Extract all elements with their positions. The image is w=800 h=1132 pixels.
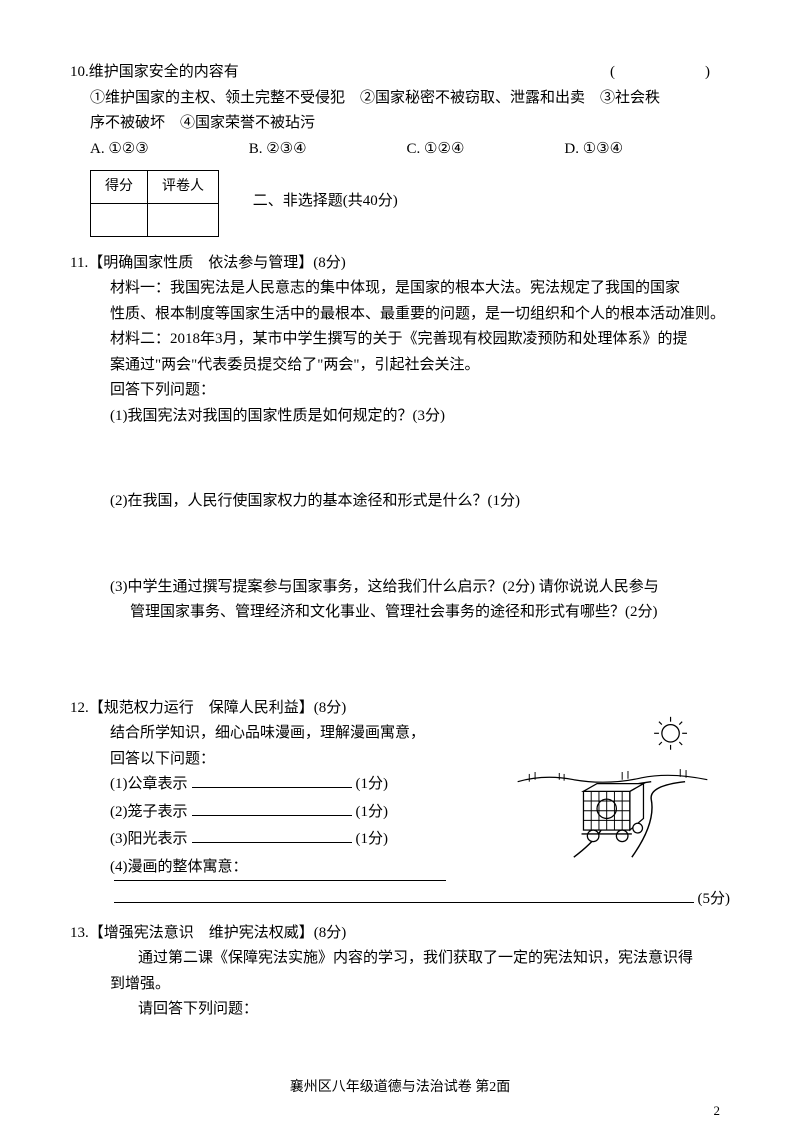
q11-sub1: (1)我国宪法对我国的国家性质是如何规定的？(3分) <box>110 404 730 430</box>
q12-sub2-label: (2)笼子表示 <box>110 800 188 826</box>
q12-sub1-blank[interactable] <box>192 787 352 788</box>
q11-material2-b: 案通过"两会"代表委员提交给了"两会"，引起社会关注。 <box>110 353 730 379</box>
section-2-title: 二、非选择题(共40分) <box>253 189 398 215</box>
page-number: 2 <box>714 1100 721 1122</box>
q10-answer-blank[interactable]: ( ) <box>610 60 730 86</box>
q12-sub1: (1)公章表示 (1分) <box>110 772 450 798</box>
score-table-score-header: 得分 <box>91 171 148 204</box>
q12-sub1-points: (1分) <box>356 772 389 798</box>
q12-sub4-points: (5分) <box>698 887 731 913</box>
q13-line2: 到增强。 <box>110 972 730 998</box>
score-table-score-cell[interactable] <box>91 203 148 236</box>
q12-sub2: (2)笼子表示 (1分) <box>110 800 450 826</box>
score-table-grader-header: 评卷人 <box>148 171 219 204</box>
q10-number: 10. <box>70 64 89 80</box>
score-table-grader-cell[interactable] <box>148 203 219 236</box>
q12-sub4-line2: (5分) <box>70 887 730 913</box>
cartoon-illustration <box>515 712 710 862</box>
question-11: 11.【明确国家性质 依法参与管理】(8分) 材料一：我国宪法是人民意志的集中体… <box>70 251 730 626</box>
q12-sub3: (3)阳光表示 (1分) <box>110 827 450 853</box>
score-table: 得分 评卷人 <box>90 170 219 237</box>
section-2-header-row: 得分 评卷人 二、非选择题(共40分) <box>70 162 730 241</box>
q12-sub2-points: (1分) <box>356 800 389 826</box>
q12-sub3-label: (3)阳光表示 <box>110 827 188 853</box>
page-footer: 襄州区八年级道德与法治试卷 第2面 <box>0 1076 800 1100</box>
q13-ask: 请回答下列问题： <box>110 997 730 1023</box>
q10-choice-d[interactable]: D. ①③④ <box>564 137 623 163</box>
q10-options-line2: 序不被破坏 ④国家荣誉不被玷污 <box>70 111 730 137</box>
q11-title: 11.【明确国家性质 依法参与管理】(8分) <box>70 251 730 277</box>
question-10: 10.维护国家安全的内容有 ( ) ①维护国家的主权、领土完整不受侵犯 ②国家秘… <box>70 60 730 162</box>
q12-intro1: 结合所学知识，细心品味漫画，理解漫画寓意， <box>110 721 450 747</box>
q10-options-line1: ①维护国家的主权、领土完整不受侵犯 ②国家秘密不被窃取、泄露和出卖 ③社会秩 <box>70 86 730 112</box>
q11-sub3b: 管理国家事务、管理经济和文化事业、管理社会事务的途径和形式有哪些？(2分) <box>110 600 730 626</box>
q11-sub2: (2)在我国，人民行使国家权力的基本途径和形式是什么？(1分) <box>110 489 730 515</box>
q10-choice-a[interactable]: A. ①②③ <box>90 137 149 163</box>
q12-sub4-blank1[interactable] <box>114 880 446 881</box>
q12-sub4-blank2[interactable] <box>114 902 694 903</box>
q12-sub4-label: (4)漫画的整体寓意： <box>110 855 450 881</box>
q10-choices: A. ①②③ B. ②③④ C. ①②④ D. ①③④ <box>70 137 730 163</box>
q10-choice-b[interactable]: B. ②③④ <box>249 137 307 163</box>
q12-sub3-blank[interactable] <box>192 842 352 843</box>
q13-line1: 通过第二课《保障宪法实施》内容的学习，我们获取了一定的宪法知识，宪法意识得 <box>110 946 730 972</box>
q11-material1-a: 材料一：我国宪法是人民意志的集中体现，是国家的根本大法。宪法规定了我国的国家 <box>110 276 730 302</box>
q10-stem: 维护国家安全的内容有 <box>89 64 239 80</box>
q13-title: 13.【增强宪法意识 维护宪法权威】(8分) <box>70 921 730 947</box>
q11-ask: 回答下列问题： <box>110 378 730 404</box>
q11-material1-b: 性质、根本制度等国家生活中的最根本、最重要的问题，是一切组织和个人的根本活动准则… <box>110 302 730 328</box>
q12-intro2: 回答以下问题： <box>110 747 450 773</box>
question-13: 13.【增强宪法意识 维护宪法权威】(8分) 通过第二课《保障宪法实施》内容的学… <box>70 921 730 1023</box>
q12-sub2-blank[interactable] <box>192 815 352 816</box>
q12-sub3-points: (1分) <box>356 827 389 853</box>
q10-choice-c[interactable]: C. ①②④ <box>407 137 465 163</box>
q11-material2-a: 材料二：2018年3月，某市中学生撰写的关于《完善现有校园欺凌预防和处理体系》的… <box>110 327 730 353</box>
q11-sub3a: (3)中学生通过撰写提案参与国家事务，这给我们什么启示？(2分) 请你说说人民参… <box>110 575 730 601</box>
q12-sub1-label: (1)公章表示 <box>110 772 188 798</box>
